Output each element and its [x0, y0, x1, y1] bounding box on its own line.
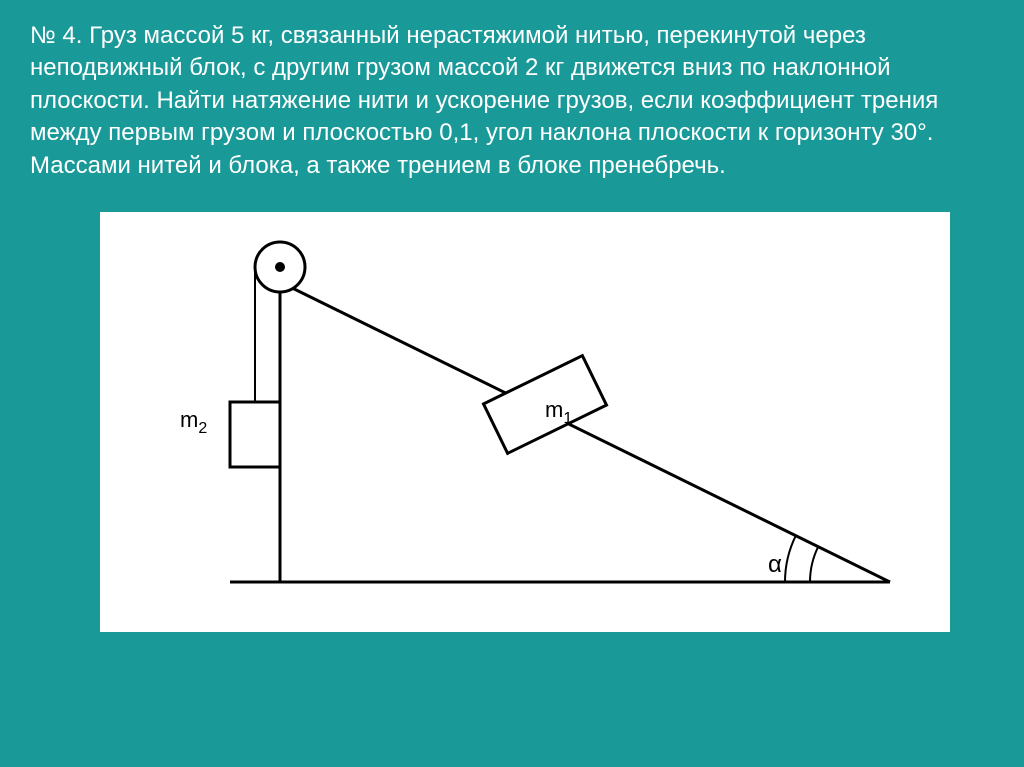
pulley	[255, 242, 305, 292]
physics-diagram: m1 m2 α	[100, 212, 950, 632]
problem-statement: № 4. Груз массой 5 кг, связанный нерастя…	[30, 20, 994, 182]
inclined-plane	[230, 282, 890, 582]
label-angle: α	[768, 551, 782, 578]
diagram-svg: m1 m2 α	[100, 212, 950, 632]
label-m2: m2	[180, 407, 207, 437]
mass-block-2	[230, 402, 280, 467]
